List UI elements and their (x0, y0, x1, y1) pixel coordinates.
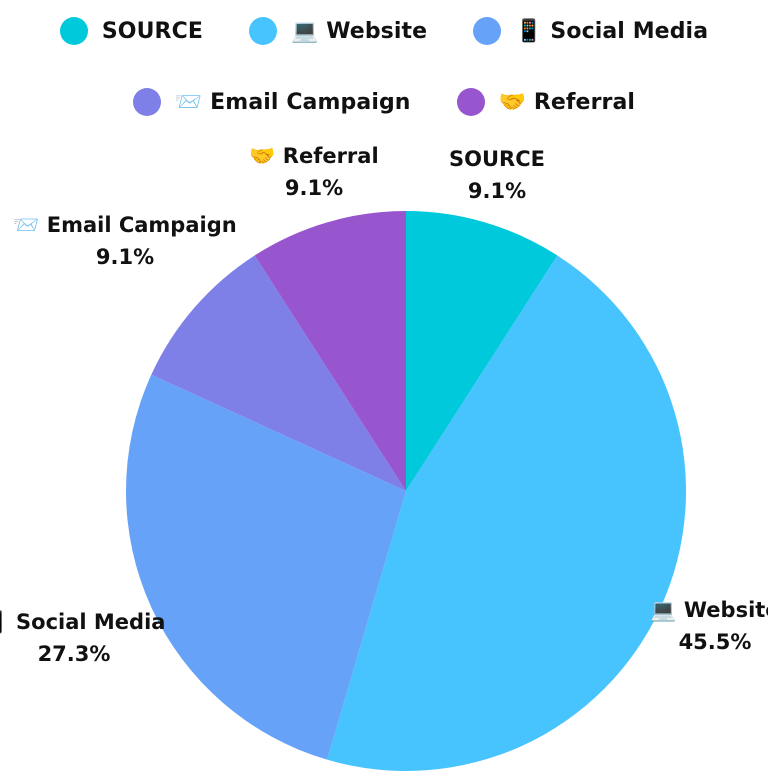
legend-item-social-media[interactable]: 📱 Social Media (473, 12, 708, 50)
legend-item-website[interactable]: 💻 Website (248, 12, 428, 50)
pie-slice-social-media[interactable] (125, 374, 406, 760)
pie-labels: SOURCE 9.1% 💻 Website 45.5% 📱 Social Media 27… (0, 144, 768, 666)
pie-slices (125, 211, 687, 772)
legend-label-website: 💻 Website (290, 18, 428, 44)
legend-swatch-social-media (473, 17, 502, 45)
legend-item-email-campaign[interactable]: 📨 Email Campaign (132, 83, 411, 121)
slice-percent-social-media: 27.3% (38, 642, 111, 666)
legend-swatch-website (248, 17, 277, 45)
slice-percent-website: 45.5% (679, 630, 752, 654)
legend-swatch-source (59, 17, 88, 45)
slice-label-social-media: 📱 Social Media (0, 609, 165, 634)
slice-label-email-campaign: 📨 Email Campaign (13, 213, 236, 237)
legend-label-source: SOURCE (101, 18, 203, 44)
legend-item-source[interactable]: SOURCE (59, 12, 203, 50)
legend-row-1: SOURCE 💻 Website 📱 Social Media (0, 12, 768, 50)
slice-label-referral: 🤝 Referral (249, 144, 378, 168)
slice-percent-referral: 9.1% (285, 176, 343, 200)
legend-item-referral[interactable]: 🤝 Referral (456, 83, 636, 121)
legend-label-social-media: 📱 Social Media (515, 18, 709, 44)
slice-label-source: SOURCE (449, 147, 545, 171)
slice-percent-source: 9.1% (468, 179, 526, 203)
slice-percent-email-campaign: 9.1% (96, 245, 154, 269)
pie-slice-email-campaign[interactable] (151, 255, 406, 491)
pie-slice-source[interactable] (406, 211, 558, 491)
legend-label-email-campaign: 📨 Email Campaign (174, 89, 411, 115)
legend-swatch-referral (456, 88, 485, 116)
legend-swatch-email-campaign (132, 88, 161, 116)
legend-label-referral: 🤝 Referral (498, 89, 636, 115)
chart-legend: SOURCE 💻 Website 📱 Social Media 📨 Email … (0, 0, 768, 135)
pie-slice-referral[interactable] (254, 211, 406, 491)
legend-row-2: 📨 Email Campaign 🤝 Referral (0, 83, 768, 121)
pie-slice-website[interactable] (327, 255, 687, 772)
slice-label-website: 💻 Website (650, 598, 768, 622)
